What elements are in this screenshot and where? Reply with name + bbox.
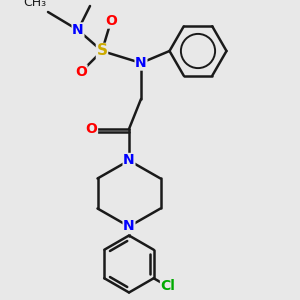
Text: N: N bbox=[72, 23, 84, 37]
Text: N: N bbox=[135, 56, 147, 70]
Text: CH₃: CH₃ bbox=[23, 0, 46, 9]
Text: N: N bbox=[123, 220, 135, 233]
Text: S: S bbox=[97, 44, 107, 59]
Text: N: N bbox=[123, 154, 135, 167]
Text: Cl: Cl bbox=[160, 280, 175, 293]
Text: O: O bbox=[85, 122, 98, 136]
Text: O: O bbox=[105, 14, 117, 28]
Text: CH₃: CH₃ bbox=[92, 0, 115, 3]
Text: O: O bbox=[75, 65, 87, 79]
